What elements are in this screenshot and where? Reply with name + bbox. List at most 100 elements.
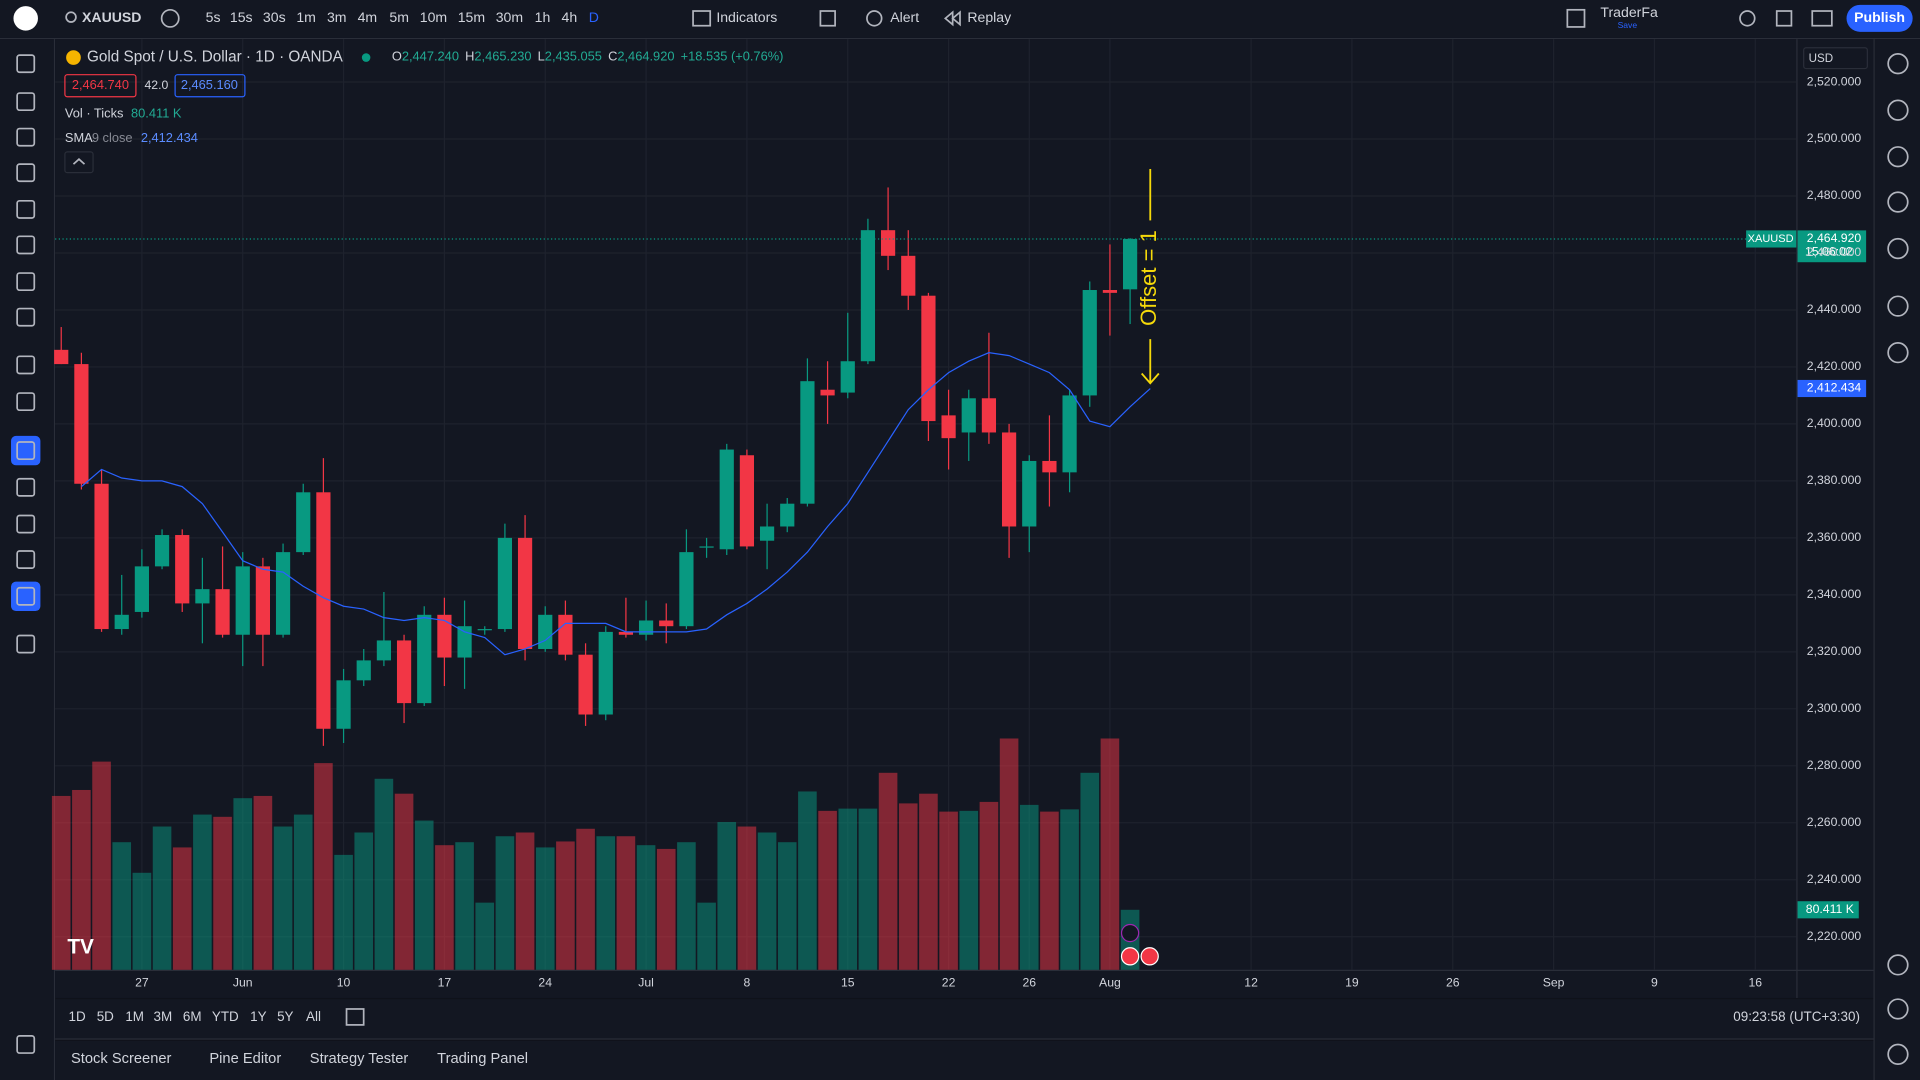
tool-button[interactable] bbox=[16, 272, 36, 292]
volume-bar bbox=[777, 842, 797, 970]
volume-bar bbox=[757, 832, 777, 970]
buy-price: 2,465.160 bbox=[181, 77, 238, 92]
tool-button[interactable] bbox=[16, 586, 36, 606]
tool-button[interactable] bbox=[16, 54, 36, 74]
candle-body bbox=[477, 629, 492, 631]
interval-button[interactable]: D bbox=[589, 9, 599, 25]
widget-button[interactable] bbox=[1887, 191, 1909, 213]
right-toolbar bbox=[1874, 39, 1920, 1080]
tool-button[interactable] bbox=[16, 199, 36, 219]
y-tick-label: 2,360.000 bbox=[1807, 530, 1862, 544]
widget-button[interactable] bbox=[1887, 99, 1909, 121]
interval-button[interactable]: 15s bbox=[230, 9, 253, 25]
range-button[interactable]: 3M bbox=[154, 1009, 173, 1024]
interval-button[interactable]: 30s bbox=[263, 9, 286, 25]
panel-tab[interactable]: Pine Editor bbox=[209, 1051, 281, 1067]
interval-button[interactable]: 1h bbox=[535, 9, 551, 25]
interval-button[interactable]: 3m bbox=[327, 9, 347, 25]
tool-button[interactable] bbox=[16, 477, 36, 497]
tool-button[interactable] bbox=[16, 441, 36, 461]
fullscreen-button[interactable] bbox=[1775, 10, 1793, 27]
event-marker[interactable] bbox=[1140, 947, 1159, 966]
widget-button[interactable] bbox=[1887, 342, 1909, 364]
event-marker[interactable] bbox=[1120, 947, 1140, 966]
tool-button[interactable] bbox=[16, 634, 36, 654]
interval-button[interactable]: 5m bbox=[389, 9, 409, 25]
avatar[interactable] bbox=[13, 6, 38, 31]
panel-tab[interactable]: Strategy Tester bbox=[310, 1051, 409, 1067]
widget-button[interactable] bbox=[1887, 998, 1909, 1020]
interval-button[interactable]: 5s bbox=[206, 9, 221, 25]
interval-button[interactable]: 4h bbox=[562, 9, 578, 25]
interval-button[interactable]: 1m bbox=[296, 9, 316, 25]
symbol-logo bbox=[66, 50, 81, 65]
templates-button[interactable] bbox=[819, 10, 836, 27]
widget-button[interactable] bbox=[1887, 53, 1909, 75]
snapshot-button[interactable] bbox=[1811, 10, 1833, 27]
tool-button[interactable] bbox=[16, 392, 36, 412]
volume-bar bbox=[1100, 738, 1120, 970]
volume-bar bbox=[92, 761, 111, 970]
range-button[interactable]: All bbox=[306, 1009, 321, 1024]
publish-button[interactable] bbox=[1846, 4, 1913, 32]
interval-button[interactable]: 10m bbox=[420, 9, 447, 25]
tool-button[interactable] bbox=[16, 1035, 36, 1054]
tool-button[interactable] bbox=[16, 127, 36, 147]
panel-tab[interactable]: Trading Panel bbox=[437, 1051, 528, 1067]
range-button[interactable]: 1D bbox=[69, 1009, 86, 1024]
candle-body bbox=[215, 589, 230, 635]
replay-button[interactable]: Replay bbox=[967, 9, 1012, 25]
volume-bar bbox=[596, 836, 616, 970]
currency: USD bbox=[1809, 52, 1834, 65]
range-button[interactable]: 6M bbox=[183, 1009, 202, 1024]
ohlc-value: 2,464.920 bbox=[617, 49, 674, 64]
interval-button[interactable]: 30m bbox=[496, 9, 523, 25]
widget-button[interactable] bbox=[1887, 237, 1909, 260]
range-button[interactable]: 5Y bbox=[277, 1009, 293, 1024]
panel-tab[interactable]: Stock Screener bbox=[71, 1051, 172, 1067]
volume-bar bbox=[72, 789, 91, 970]
tool-button[interactable] bbox=[16, 235, 36, 255]
range-button[interactable]: YTD bbox=[212, 1009, 239, 1024]
widget-button[interactable] bbox=[1887, 954, 1909, 976]
currency-select[interactable] bbox=[1803, 47, 1868, 70]
layout-name[interactable]: TraderFa bbox=[1600, 4, 1658, 20]
tool-button[interactable] bbox=[16, 355, 36, 375]
candle-body bbox=[901, 255, 916, 296]
interval-button[interactable]: 4m bbox=[358, 9, 378, 25]
widget-button[interactable] bbox=[1887, 295, 1909, 317]
compare-button[interactable] bbox=[160, 8, 180, 28]
symbol[interactable]: XAUUSD bbox=[82, 9, 141, 25]
tool-button[interactable] bbox=[16, 163, 36, 183]
widget-button[interactable] bbox=[1887, 1043, 1909, 1065]
alert-button[interactable]: Alert bbox=[890, 9, 919, 25]
indicators-icon bbox=[692, 10, 712, 27]
collapse-icon bbox=[72, 158, 86, 165]
clock[interactable]: 09:23:58 (UTC+3:30) bbox=[1733, 1009, 1860, 1024]
volume-bar bbox=[677, 842, 696, 970]
layout-icon[interactable] bbox=[1566, 8, 1586, 28]
event-marker[interactable] bbox=[1120, 923, 1140, 943]
range-button[interactable]: 5D bbox=[97, 1009, 114, 1024]
collapse-legend[interactable] bbox=[64, 151, 94, 174]
tool-button[interactable] bbox=[16, 92, 36, 112]
tool-button[interactable] bbox=[16, 514, 36, 534]
candle-body bbox=[134, 566, 149, 612]
sma-params: 9 close bbox=[92, 130, 133, 145]
widget-button[interactable] bbox=[1887, 146, 1909, 168]
candle-body bbox=[376, 640, 392, 661]
x-tick-label: 26 bbox=[1446, 975, 1460, 989]
range-button[interactable]: 1Y bbox=[250, 1009, 266, 1024]
interval-button[interactable]: 15m bbox=[458, 9, 485, 25]
indicators-button[interactable]: Indicators bbox=[716, 9, 777, 25]
range-button[interactable]: 1M bbox=[125, 1009, 144, 1024]
sell-button[interactable] bbox=[64, 74, 137, 98]
tool-button[interactable] bbox=[16, 550, 36, 570]
tool-button[interactable] bbox=[16, 307, 36, 327]
date-range-button[interactable] bbox=[345, 1008, 365, 1026]
y-tick-label: 2,300.000 bbox=[1807, 701, 1862, 715]
settings-button[interactable] bbox=[1739, 10, 1756, 27]
candle-body bbox=[54, 349, 69, 365]
buy-button[interactable] bbox=[174, 74, 246, 98]
